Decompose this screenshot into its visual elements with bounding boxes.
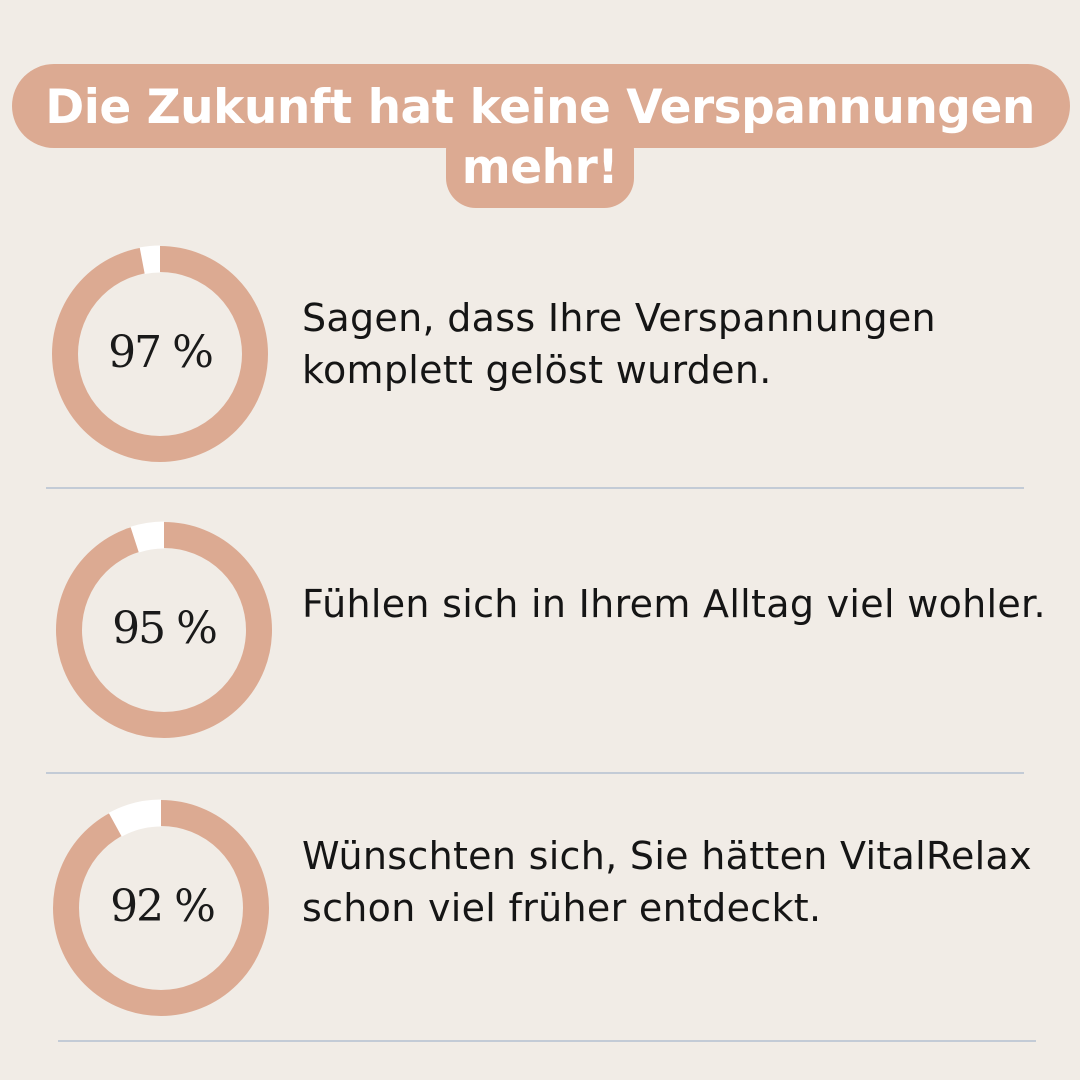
- donut-chart-2: [56, 521, 272, 738]
- stat-value-2: 95 %: [112, 603, 218, 654]
- stat-description-1: Sagen, dass Ihre Verspannungen komplett …: [302, 296, 936, 392]
- title-banner-tab: [446, 120, 634, 208]
- stat-description-2: Fühlen sich in Ihrem Alltag viel wohler.: [302, 582, 1046, 626]
- donut-gap-2: [130, 521, 164, 553]
- donut-chart-3: [53, 799, 269, 1016]
- donut-gap-1: [139, 245, 160, 274]
- divider-2: [46, 772, 1024, 774]
- donut-chart-1: [52, 245, 268, 462]
- divider-1: [46, 487, 1024, 489]
- donut-gap-3: [108, 799, 161, 837]
- stat-description-3: Wünschten sich, Sie hätten VitalRelax sc…: [302, 834, 1032, 930]
- page-title: Die Zukunft hat keine Verspannungen mehr…: [45, 80, 1035, 195]
- stat-value-1: 97 %: [108, 327, 214, 378]
- stat-value-3: 92 %: [110, 881, 216, 932]
- divider-3: [58, 1040, 1036, 1042]
